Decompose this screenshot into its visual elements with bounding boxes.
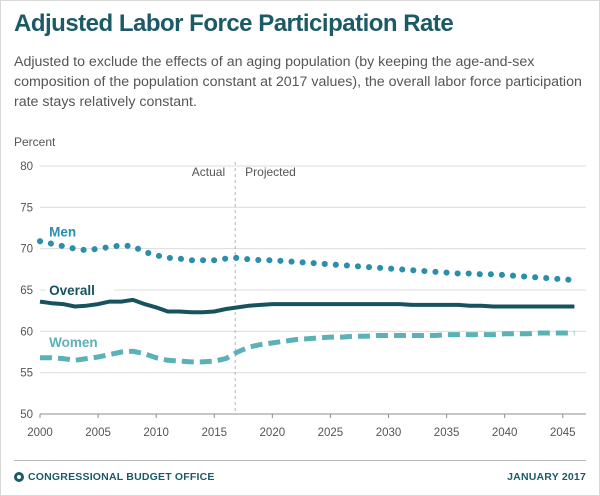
x-tick-label: 2035	[434, 427, 460, 439]
x-tick-labels: 2000 2005 2010 2015 2020 2025 2030 2035 2040 2045	[27, 414, 576, 439]
series-line-overall	[39, 297, 575, 315]
series-label-bg	[46, 333, 97, 352]
y-axis-label: Percent	[14, 135, 56, 149]
x-tick-label: 2000	[27, 427, 53, 439]
chart-subtitle: Adjusted to exclude the effects of an ag…	[14, 54, 582, 110]
y-tick-label: 55	[20, 368, 33, 380]
y-tick-label: 60	[20, 326, 33, 338]
y-tick-label: 80	[20, 161, 33, 173]
y-tick-label: 50	[20, 409, 33, 421]
cbo-logo-icon	[14, 472, 24, 482]
series-label-bg	[46, 222, 79, 241]
cbo-credit: CONGRESSIONAL BUDGET OFFICE	[14, 471, 215, 483]
series-labels: Men Overall Women	[46, 222, 114, 352]
series-line-women	[40, 330, 575, 365]
x-tick-label: 2025	[318, 427, 344, 439]
series-label-overall: Overall	[49, 283, 95, 298]
gridlines	[40, 165, 586, 415]
y-tick-labels: 50 55 60 65 70 75 80	[20, 161, 33, 421]
y-tick-label: 65	[20, 285, 33, 297]
x-tick-label: 2020	[260, 427, 286, 439]
actual-projected-divider: Actual Projected	[192, 162, 296, 414]
y-tick-label: 70	[20, 244, 33, 256]
y-tick-label: 75	[20, 202, 33, 214]
x-tick-label: 2030	[376, 427, 402, 439]
series-line-men	[37, 238, 578, 284]
footer-rule	[14, 460, 586, 461]
x-tick-label: 2015	[201, 427, 227, 439]
projected-label: Projected	[245, 165, 296, 179]
series-label-bg	[46, 280, 114, 299]
publication-date: JANUARY 2017	[507, 471, 586, 483]
x-tick-label: 2040	[492, 427, 518, 439]
series-label-women: Women	[49, 335, 98, 350]
x-tick-label: 2005	[85, 427, 111, 439]
series-lines	[37, 238, 578, 365]
series-label-men: Men	[49, 224, 76, 239]
x-tick-label: 2045	[550, 427, 576, 439]
x-tick-label: 2010	[143, 427, 169, 439]
actual-label: Actual	[192, 165, 225, 179]
agency-name: CONGRESSIONAL BUDGET OFFICE	[28, 471, 215, 483]
chart-title: Adjusted Labor Force Participation Rate	[14, 10, 454, 37]
